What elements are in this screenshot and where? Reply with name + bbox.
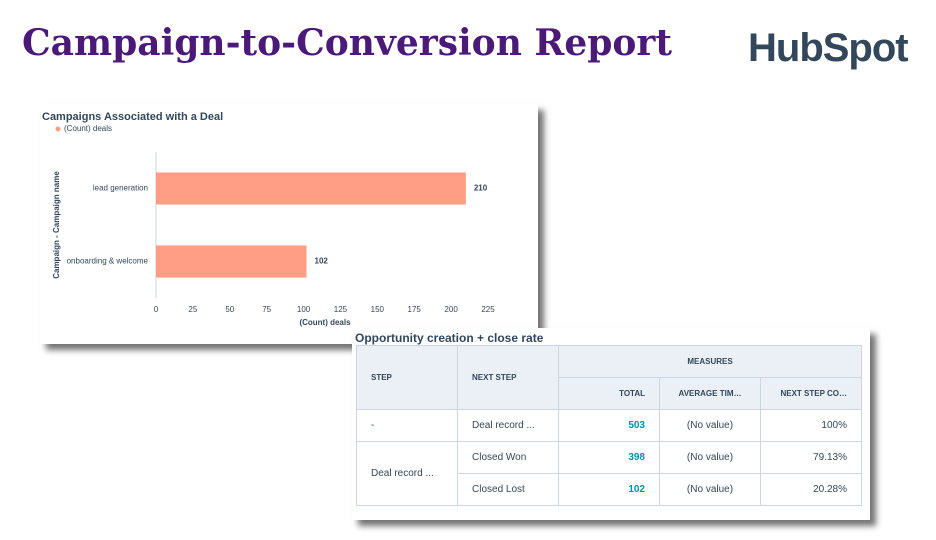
x-tick-label: 125 [334, 305, 348, 314]
header-cell: MEASURES [558, 345, 862, 378]
cell: 100% [760, 409, 862, 442]
cell: 79.13% [760, 441, 862, 474]
cell: (No value) [659, 473, 761, 506]
cell: 398 [558, 441, 660, 474]
header-cell: STEP [356, 345, 458, 410]
y-tick-label: onboarding & welcome [67, 257, 149, 266]
bar [156, 172, 466, 205]
cell: Deal record ... [356, 441, 458, 506]
chart-panel: Campaigns Associated with a Deal (Count)… [40, 104, 538, 344]
logo: HubSpot [748, 26, 909, 70]
table-title: Opportunity creation + close rate [355, 331, 544, 345]
x-tick-label: 75 [262, 305, 271, 314]
header-cell: NEXT STEP CO… [760, 377, 862, 410]
header-cell: AVERAGE TIM… [659, 377, 761, 410]
cell: - [356, 409, 458, 442]
cell: Closed Lost [457, 473, 559, 506]
cell: Deal record ... [457, 409, 559, 442]
x-tick-label: 200 [444, 305, 458, 314]
y-tick-label: lead generation [93, 184, 148, 193]
slide-title: Campaign-to-Conversion Report [22, 22, 673, 64]
x-tick-label: 100 [297, 305, 311, 314]
cell: 20.28% [760, 473, 862, 506]
legend-label: (Count) deals [64, 124, 112, 133]
x-tick-label: 50 [225, 305, 234, 314]
chart-title: Campaigns Associated with a Deal [42, 111, 223, 123]
chart: Campaigns Associated with a Deal (Count)… [42, 111, 495, 327]
y-axis-label: Campaign - Campaign name [52, 171, 61, 279]
table-panel: Opportunity creation + close rate STEP N… [352, 328, 870, 520]
data-label: 210 [474, 184, 488, 193]
cell: Closed Won [457, 441, 559, 474]
bar [156, 245, 307, 278]
cell: 503 [558, 409, 660, 442]
x-tick-label: 25 [188, 305, 197, 314]
table: STEP NEXT STEP MEASURES TOTAL AVERAGE TI… [356, 345, 862, 506]
cell: (No value) [659, 441, 761, 474]
x-axis-label: (Count) deals [299, 318, 351, 327]
cell: 102 [558, 473, 660, 506]
legend-marker [55, 126, 61, 132]
x-tick-label: 225 [481, 305, 495, 314]
header-cell: TOTAL [558, 377, 660, 410]
x-tick-label: 175 [408, 305, 422, 314]
header-cell: NEXT STEP [457, 345, 559, 410]
x-tick-label: 0 [154, 305, 159, 314]
cell: (No value) [659, 409, 761, 442]
data-label: 102 [315, 257, 329, 266]
x-tick-label: 150 [371, 305, 385, 314]
